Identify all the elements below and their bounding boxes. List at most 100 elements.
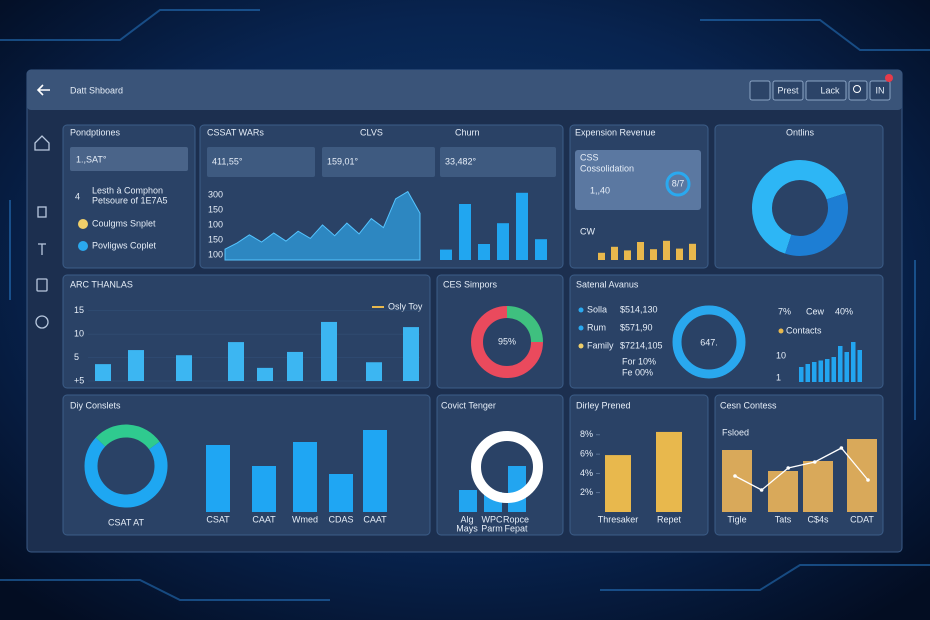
bar bbox=[516, 192, 528, 260]
line bbox=[734, 447, 869, 491]
nav-icon[interactable] bbox=[38, 243, 46, 255]
x-tick-label: Thresaker bbox=[598, 514, 639, 524]
kpi-value: 1,,40 bbox=[590, 185, 610, 195]
panel-title: ARC THANLAS bbox=[70, 279, 133, 289]
search-icon bbox=[853, 85, 861, 93]
panel-title: Satenal Avanus bbox=[576, 279, 639, 289]
x-tick-label: Tigle bbox=[727, 514, 746, 524]
bar bbox=[650, 249, 657, 260]
x-tick-label: CAAT bbox=[363, 514, 387, 524]
bar bbox=[663, 240, 670, 260]
kpi-value: 7% bbox=[778, 306, 791, 316]
panel-title: CSSAT WARs bbox=[207, 127, 264, 137]
panel bbox=[569, 394, 709, 536]
bar bbox=[624, 250, 631, 260]
bar bbox=[857, 350, 862, 382]
bar bbox=[722, 450, 752, 512]
panel bbox=[569, 274, 884, 389]
bar bbox=[656, 431, 682, 512]
axis-label: 150 bbox=[208, 204, 223, 214]
x-tick-label: Fepat bbox=[504, 523, 528, 533]
circuit-lines bbox=[0, 9, 930, 601]
bar bbox=[459, 490, 477, 512]
y-tick-label: 4% bbox=[580, 468, 593, 478]
bar bbox=[257, 367, 273, 381]
donut-label: CSAT AT bbox=[108, 517, 145, 527]
legend-swatch bbox=[578, 307, 584, 313]
ring-label: 647. bbox=[700, 337, 718, 347]
row-value: $7214,105 bbox=[620, 340, 663, 350]
x-tick-label: CSAT bbox=[206, 514, 230, 524]
kpi-value: Cew bbox=[806, 306, 825, 316]
toolbar-button[interactable] bbox=[772, 80, 804, 101]
row-name: Family bbox=[587, 340, 614, 350]
bar bbox=[228, 342, 244, 381]
axis-label: 10 bbox=[776, 350, 786, 360]
count: 4 bbox=[75, 191, 80, 201]
axis-label: 150 bbox=[208, 234, 223, 244]
panel-title: Dirley Prened bbox=[576, 400, 631, 410]
legend-label: Coulgms Snplet bbox=[92, 218, 156, 228]
y-tick-label: 8% bbox=[580, 429, 593, 439]
bar bbox=[598, 252, 605, 260]
x-tick-label: Mays bbox=[456, 523, 478, 533]
bar bbox=[847, 439, 877, 512]
panel-title: CLVS bbox=[360, 127, 383, 137]
kpi-box bbox=[207, 147, 315, 177]
panel bbox=[62, 274, 431, 389]
home-icon[interactable] bbox=[34, 135, 50, 151]
note: Fe 00% bbox=[622, 367, 653, 377]
search-button[interactable] bbox=[848, 80, 868, 101]
kpi-box bbox=[440, 147, 556, 177]
toolbar-icon[interactable] bbox=[749, 80, 771, 101]
bar bbox=[637, 242, 644, 260]
x-tick-label: Tats bbox=[775, 514, 792, 524]
back-button[interactable] bbox=[36, 84, 50, 96]
line-point bbox=[813, 460, 817, 464]
y-tick-label: 2% bbox=[580, 487, 593, 497]
kpi-value: 1.,SAT° bbox=[76, 154, 107, 164]
row-name: Rum bbox=[587, 322, 606, 332]
donut-segment bbox=[471, 306, 543, 378]
kpi-box bbox=[70, 147, 188, 171]
y-tick-label: 15 bbox=[74, 305, 84, 315]
bar bbox=[478, 244, 490, 260]
panel-title: Expension Revenue bbox=[575, 127, 656, 137]
header-bar bbox=[27, 70, 902, 110]
bar bbox=[838, 346, 843, 382]
legend-swatch bbox=[78, 241, 88, 251]
area bbox=[224, 190, 421, 261]
x-tick-label: Wmed bbox=[292, 514, 318, 524]
legend-swatch bbox=[578, 343, 584, 349]
box-label: CSS bbox=[580, 152, 599, 162]
notification-badge bbox=[885, 74, 893, 82]
x-tick-label: CDAS bbox=[328, 514, 353, 524]
legend-swatch bbox=[778, 328, 784, 334]
y-tick-label: 5 bbox=[74, 352, 79, 362]
bar bbox=[844, 352, 849, 382]
row-value: $571,90 bbox=[620, 322, 653, 332]
ring bbox=[672, 305, 746, 379]
mini-ring bbox=[665, 171, 691, 197]
toolbar-button[interactable] bbox=[805, 80, 847, 101]
axis-label: 1 bbox=[776, 372, 781, 382]
ring-label: 8/7 bbox=[672, 178, 685, 188]
bar bbox=[176, 355, 192, 381]
donut-segment bbox=[84, 437, 168, 508]
toolbar-button[interactable] bbox=[869, 80, 891, 101]
legend-swatch bbox=[578, 325, 584, 331]
bar bbox=[535, 239, 547, 260]
panel-title: Covict Tenger bbox=[441, 400, 496, 410]
x-tick-label: CAAT bbox=[252, 514, 276, 524]
kpi-box bbox=[322, 147, 435, 177]
x-tick-label: Ropce bbox=[503, 514, 529, 524]
nav-icon[interactable] bbox=[36, 278, 48, 292]
app-title: Datt Shboard bbox=[70, 85, 123, 95]
donut-segment bbox=[95, 424, 160, 450]
nav-icon[interactable] bbox=[37, 206, 47, 218]
bar bbox=[293, 442, 317, 512]
settings-icon[interactable] bbox=[35, 315, 49, 329]
toolbar-button-label: Lack bbox=[820, 85, 840, 95]
x-tick-label: CDAT bbox=[850, 514, 874, 524]
y-tick-label: +5 bbox=[74, 375, 84, 385]
